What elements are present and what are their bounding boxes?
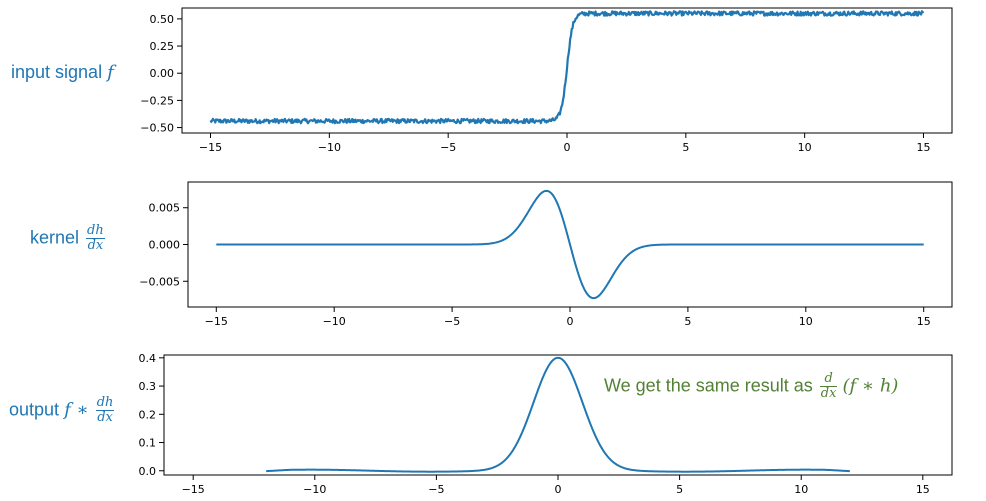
annotation-text: We get the same result as bbox=[604, 375, 813, 396]
input-xtick-label: 10 bbox=[798, 141, 812, 154]
kernel-xtick-label: 0 bbox=[567, 315, 574, 328]
input-xtick-label: −5 bbox=[440, 141, 456, 154]
output-label-expr: f ∗ bbox=[64, 399, 89, 421]
input-xtick-label: −15 bbox=[199, 141, 222, 154]
kernel-ytick-label: −0.005 bbox=[139, 275, 180, 288]
output-label-denominator: dx bbox=[97, 410, 113, 425]
input-label: input signal f bbox=[11, 62, 114, 83]
kernel-xtick-label: 15 bbox=[917, 315, 931, 328]
kernel-label: kernel dh dx bbox=[30, 224, 105, 253]
input-xtick-label: −10 bbox=[318, 141, 341, 154]
kernel-xtick-label: −5 bbox=[444, 315, 460, 328]
input-xtick-label: 15 bbox=[916, 141, 930, 154]
kernel-ytick-label: 0.005 bbox=[149, 202, 181, 215]
annotation-numerator: d bbox=[819, 372, 838, 387]
output-chart: −15 −10 −5 0 5 10 15 0.0 0.1 0.2 0.3 0.4 bbox=[139, 352, 953, 496]
kernel-ytick-label: 0.000 bbox=[149, 239, 181, 252]
output-xtick-label: 5 bbox=[676, 483, 683, 496]
input-label-symbol: f bbox=[107, 62, 114, 83]
annotation-expr: (f ∗ h) bbox=[842, 375, 899, 397]
annotation: We get the same result as d dx (f ∗ h) bbox=[604, 372, 898, 401]
kernel-label-numerator: dh bbox=[86, 223, 105, 239]
output-label: output f ∗ dh dx bbox=[9, 395, 115, 425]
output-label-text: output bbox=[9, 399, 60, 420]
input-series-line bbox=[209, 10, 925, 125]
input-xtick-label: 5 bbox=[682, 141, 689, 154]
output-xtick-label: −5 bbox=[428, 483, 444, 496]
input-ytick-label: 0.00 bbox=[150, 67, 175, 80]
input-label-text: input signal bbox=[11, 62, 103, 82]
input-ytick-label: 0.50 bbox=[150, 13, 175, 26]
output-xtick-label: 15 bbox=[916, 483, 930, 496]
kernel-xtick-label: −10 bbox=[323, 315, 346, 328]
annotation-denominator: dx bbox=[820, 386, 837, 401]
output-xtick-label: −10 bbox=[303, 483, 326, 496]
output-ytick-label: 0.0 bbox=[139, 465, 157, 478]
input-ytick-label: −0.50 bbox=[140, 122, 174, 135]
kernel-label-fraction: dh dx bbox=[86, 224, 105, 253]
kernel-xtick-label: 10 bbox=[799, 315, 813, 328]
output-xtick-label: −15 bbox=[182, 483, 205, 496]
kernel-series-line bbox=[216, 189, 924, 300]
kernel-xtick-label: 5 bbox=[684, 315, 691, 328]
output-ytick-label: 0.1 bbox=[139, 437, 157, 450]
annotation-fraction: d dx bbox=[819, 372, 838, 401]
kernel-xtick-label: −15 bbox=[205, 315, 228, 328]
output-series-line bbox=[266, 356, 850, 473]
output-xtick-label: 0 bbox=[555, 483, 562, 496]
kernel-label-denominator: dx bbox=[87, 238, 104, 253]
kernel-label-text: kernel bbox=[30, 227, 80, 248]
kernel-chart: −15 −10 −5 0 5 10 15 −0.005 0.000 0.005 bbox=[139, 181, 953, 328]
output-label-fraction: dh dx bbox=[95, 395, 115, 425]
input-ytick-label: −0.25 bbox=[140, 94, 174, 107]
output-ytick-label: 0.3 bbox=[139, 380, 157, 393]
input-ytick-label: 0.25 bbox=[150, 40, 175, 53]
output-ytick-label: 0.4 bbox=[139, 352, 157, 365]
output-xtick-label: 10 bbox=[794, 483, 808, 496]
output-label-numerator: dh bbox=[95, 395, 115, 411]
output-ytick-label: 0.2 bbox=[139, 408, 157, 421]
input-chart: −15 −10 −5 0 5 10 15 −0.50 −0.25 0.00 0.25 0.50 bbox=[140, 7, 953, 154]
input-xtick-label: 0 bbox=[564, 141, 571, 154]
